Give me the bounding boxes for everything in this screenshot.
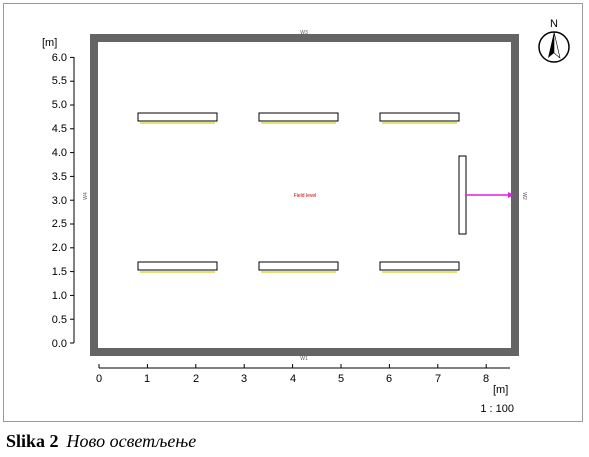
y-tick-label: 3.5 <box>52 171 67 183</box>
x-tick-label: 1 <box>144 373 150 385</box>
caption-number: Slika 2 <box>6 431 59 451</box>
x-tick-label: 3 <box>241 373 247 385</box>
north-label: N <box>550 18 558 30</box>
x-tick-label: 8 <box>483 373 489 385</box>
y-tick-label: 5.5 <box>52 75 67 87</box>
luminaire <box>379 261 460 271</box>
caption-text: Ново осветљење <box>66 431 197 451</box>
x-tick-label: 5 <box>338 373 344 385</box>
y-tick-label: 4.0 <box>52 147 67 159</box>
luminaire <box>379 112 460 122</box>
x-axis-unit: [m] <box>493 384 508 396</box>
x-tick-label: 4 <box>290 373 296 385</box>
y-tick-label: 3.0 <box>52 195 67 207</box>
wall-label-right: W2 <box>521 192 527 200</box>
figure-frame <box>3 3 583 422</box>
y-tick-label: 4.5 <box>52 123 67 135</box>
scale-label: 1 : 100 <box>480 403 514 415</box>
x-tick-label: 7 <box>435 373 441 385</box>
luminaire-vertical <box>458 155 467 235</box>
y-tick-label: 0.5 <box>52 314 67 326</box>
direction-arrow <box>466 192 514 198</box>
y-tick-label: 5.0 <box>52 99 67 111</box>
wall-label-top: W3 <box>300 30 308 36</box>
luminaire-row-top <box>137 112 460 124</box>
figure-caption: Slika 2 Ново осветљење <box>6 428 196 454</box>
x-tick-label: 0 <box>96 373 102 385</box>
field-level-label: Field level <box>294 193 317 199</box>
y-axis: [m] 0.0 0.5 1.0 1.5 2.0 2.5 3.0 3.5 4.0 … <box>42 37 75 350</box>
luminaire <box>258 261 339 271</box>
y-tick-label: 1.0 <box>52 290 67 302</box>
x-tick-label: 6 <box>386 373 392 385</box>
wall-label-left: W4 <box>83 192 89 200</box>
y-axis-unit: [m] <box>42 37 57 49</box>
room-walls <box>90 34 519 356</box>
wall-label-bottom: W1 <box>300 356 308 362</box>
luminaire <box>137 112 218 122</box>
luminaire-row-bottom <box>137 261 460 273</box>
x-axis: 0 1 2 3 4 5 6 7 8 [m] <box>96 364 510 396</box>
y-tick-label: 6.0 <box>52 52 67 64</box>
x-tick-label: 2 <box>193 373 199 385</box>
north-arrow-icon: N <box>538 18 570 63</box>
y-tick-label: 2.0 <box>52 242 67 254</box>
y-tick-label: 1.5 <box>52 266 67 278</box>
luminaire <box>258 112 339 122</box>
luminaire <box>137 261 218 271</box>
y-tick-label: 0.0 <box>52 338 67 350</box>
floor-plan: W3 W1 W4 W2 Field level [m] 0.0 0.5 1.0 … <box>42 18 570 415</box>
y-tick-label: 2.5 <box>52 218 67 230</box>
